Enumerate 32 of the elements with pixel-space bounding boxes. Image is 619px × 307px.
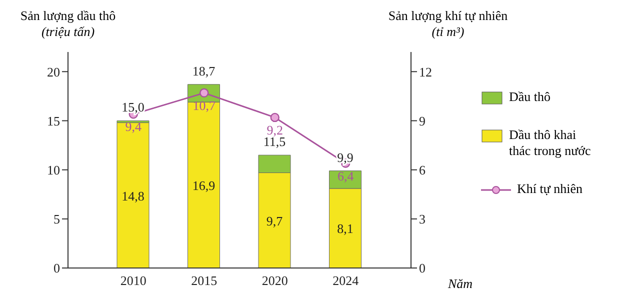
y2-axis-title: Sản lượng khí tự nhiên (tỉ m³): [387, 8, 509, 40]
y-axis-title: Sản lượng dầu thô (triệu tấn): [19, 8, 117, 40]
data-label: 6,4: [338, 168, 354, 184]
y-tick-label: 15: [47, 113, 60, 128]
y2-tick-label: 3: [419, 212, 426, 227]
y-tick-label: 5: [54, 212, 60, 227]
legend-label: Dầu thô khai thác trong nước: [509, 126, 591, 158]
x-tick-label: 2010: [120, 273, 146, 288]
y2-tick-label: 12: [419, 64, 432, 80]
total-label: 18,7: [192, 63, 216, 78]
x-tick-label: 2024: [332, 273, 360, 288]
data-label: 14,8: [122, 188, 144, 204]
bar: [116, 122, 150, 268]
y-tick-label: 10: [47, 162, 60, 178]
data-label: 8,1: [337, 221, 354, 236]
x-tick-label: 2020: [262, 273, 288, 288]
data-label: 10,7: [192, 98, 216, 113]
point: [270, 112, 280, 122]
data-label: 16,9: [192, 178, 216, 194]
data-label: 9,7: [266, 213, 284, 228]
y-tick-label: 0: [54, 260, 60, 276]
legend-label: Khí tự nhiên: [517, 180, 584, 196]
y-tick-label: 20: [47, 64, 60, 80]
y2-tick-label: 0: [419, 260, 426, 276]
x-axis-title: Năm: [448, 276, 473, 292]
y2-tick-label: 9: [419, 113, 426, 128]
total-label: 15,0: [122, 100, 144, 115]
legend-label: Dầu thô: [509, 88, 552, 104]
data-label: 9,4: [125, 119, 142, 134]
data-label: 9,2: [266, 122, 283, 138]
x-tick-label: 2015: [191, 273, 218, 288]
y2-tick-label: 6: [419, 162, 426, 178]
